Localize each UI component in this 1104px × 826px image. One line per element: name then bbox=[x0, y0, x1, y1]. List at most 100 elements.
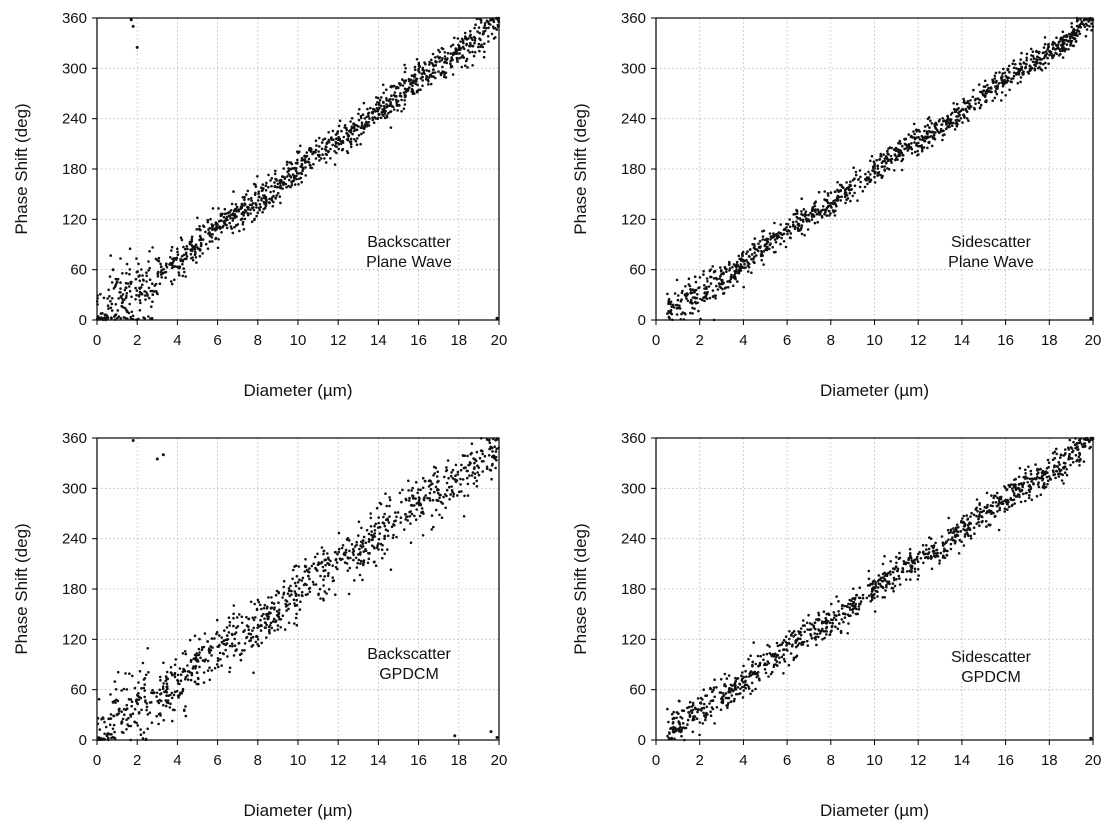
data-point bbox=[727, 690, 731, 694]
data-point bbox=[319, 157, 323, 160]
data-point bbox=[257, 192, 260, 196]
data-point bbox=[96, 717, 100, 720]
data-point bbox=[923, 125, 927, 128]
data-point bbox=[735, 677, 739, 680]
data-point bbox=[380, 111, 384, 114]
data-point bbox=[1071, 33, 1075, 36]
data-point bbox=[138, 290, 142, 294]
data-point bbox=[128, 289, 132, 293]
data-point bbox=[274, 620, 277, 624]
data-point bbox=[185, 255, 189, 258]
data-point bbox=[390, 94, 393, 97]
data-point bbox=[180, 691, 183, 695]
data-point bbox=[241, 196, 245, 199]
data-point bbox=[827, 204, 830, 208]
data-point bbox=[1018, 487, 1021, 491]
data-point bbox=[116, 277, 120, 281]
data-point bbox=[685, 297, 688, 300]
data-point bbox=[159, 678, 162, 682]
data-point bbox=[402, 107, 406, 110]
data-point bbox=[925, 132, 929, 135]
x-tick-label: 8 bbox=[827, 752, 835, 769]
data-point bbox=[818, 629, 821, 632]
data-point bbox=[962, 113, 965, 116]
data-point bbox=[459, 477, 462, 481]
data-point bbox=[128, 268, 132, 271]
data-point bbox=[109, 717, 113, 720]
data-point bbox=[305, 151, 309, 154]
data-point bbox=[141, 661, 145, 665]
data-point bbox=[172, 693, 176, 697]
data-point bbox=[98, 318, 101, 321]
data-point bbox=[110, 302, 114, 306]
data-point bbox=[413, 76, 416, 79]
data-point bbox=[332, 138, 335, 141]
data-point bbox=[833, 616, 836, 620]
data-point bbox=[323, 558, 327, 562]
data-point bbox=[421, 84, 424, 88]
data-point bbox=[272, 617, 276, 621]
data-point bbox=[913, 150, 917, 154]
data-point bbox=[125, 728, 128, 731]
data-point bbox=[334, 140, 338, 144]
data-point bbox=[450, 485, 453, 488]
data-point bbox=[458, 56, 461, 60]
data-point bbox=[929, 537, 933, 540]
data-point bbox=[762, 263, 765, 266]
data-point bbox=[478, 17, 482, 21]
data-point bbox=[421, 534, 425, 537]
data-point bbox=[195, 682, 199, 686]
data-point bbox=[892, 590, 895, 593]
data-point bbox=[977, 83, 981, 86]
data-point bbox=[873, 162, 876, 166]
panel-annotation-line: GPDCM bbox=[961, 669, 1021, 686]
data-point bbox=[759, 654, 762, 658]
data-point bbox=[830, 625, 834, 629]
data-point bbox=[359, 142, 362, 146]
data-point bbox=[923, 129, 926, 133]
data-point bbox=[702, 706, 706, 710]
data-point bbox=[322, 578, 325, 582]
data-point bbox=[388, 498, 392, 502]
data-point bbox=[254, 202, 257, 205]
data-point bbox=[349, 128, 353, 131]
data-point bbox=[157, 259, 161, 263]
data-point bbox=[163, 690, 166, 694]
data-point bbox=[357, 534, 360, 537]
data-point bbox=[835, 205, 838, 208]
data-point bbox=[488, 438, 491, 442]
data-point bbox=[738, 268, 741, 272]
data-point bbox=[839, 631, 843, 634]
data-point bbox=[477, 26, 481, 29]
data-point bbox=[282, 167, 286, 170]
data-point bbox=[1057, 54, 1061, 57]
data-point bbox=[337, 147, 341, 151]
data-point bbox=[1042, 62, 1045, 66]
data-point bbox=[461, 478, 465, 481]
data-point bbox=[938, 562, 941, 565]
data-point bbox=[913, 570, 917, 573]
data-point bbox=[143, 290, 146, 293]
data-point bbox=[173, 663, 177, 667]
data-point bbox=[259, 629, 263, 632]
data-point bbox=[403, 63, 406, 67]
data-point bbox=[431, 52, 435, 56]
data-point bbox=[876, 164, 879, 168]
data-point bbox=[442, 495, 445, 499]
data-point bbox=[721, 699, 725, 702]
y-tick-label: 300 bbox=[62, 480, 87, 497]
data-point bbox=[457, 48, 461, 51]
data-point bbox=[722, 694, 726, 697]
data-point bbox=[982, 94, 985, 97]
data-point bbox=[403, 103, 407, 106]
data-point bbox=[745, 252, 748, 255]
data-point bbox=[202, 224, 205, 227]
data-point bbox=[321, 153, 324, 156]
data-point bbox=[466, 482, 470, 486]
chart-panel-3: 0 2 4 6 8 10 12 14 16 18 20060120180240300360Diame… bbox=[12, 430, 507, 820]
data-point bbox=[972, 88, 975, 92]
data-point bbox=[822, 629, 826, 633]
data-point bbox=[925, 544, 928, 547]
x-axis-label: Diameter (µm) bbox=[244, 801, 353, 820]
data-point bbox=[802, 619, 805, 622]
